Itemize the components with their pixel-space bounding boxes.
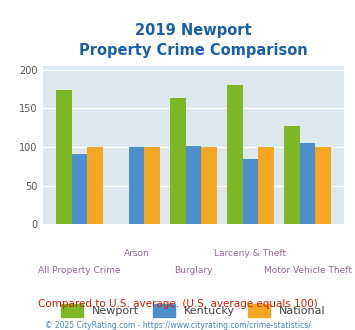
Text: © 2025 CityRating.com - https://www.cityrating.com/crime-statistics/: © 2025 CityRating.com - https://www.city… <box>45 321 310 330</box>
Text: Larceny & Theft: Larceny & Theft <box>214 249 286 258</box>
Legend: Newport, Kentucky, National: Newport, Kentucky, National <box>56 300 331 321</box>
Bar <box>243 159 258 224</box>
Bar <box>72 154 87 224</box>
Bar <box>300 143 315 224</box>
Bar <box>56 90 72 224</box>
Bar <box>186 146 201 224</box>
Bar <box>284 126 300 224</box>
Title: 2019 Newport
Property Crime Comparison: 2019 Newport Property Crime Comparison <box>79 23 308 58</box>
Bar <box>170 98 186 224</box>
Bar <box>144 147 159 224</box>
Bar <box>258 147 274 224</box>
Bar <box>228 84 243 224</box>
Text: Compared to U.S. average. (U.S. average equals 100): Compared to U.S. average. (U.S. average … <box>38 299 317 309</box>
Bar <box>201 147 217 224</box>
Bar <box>315 147 331 224</box>
Text: Arson: Arson <box>124 249 149 258</box>
Text: Burglary: Burglary <box>174 266 213 275</box>
Bar <box>87 147 103 224</box>
Text: Motor Vehicle Theft: Motor Vehicle Theft <box>263 266 351 275</box>
Bar <box>129 147 144 224</box>
Text: All Property Crime: All Property Crime <box>38 266 121 275</box>
